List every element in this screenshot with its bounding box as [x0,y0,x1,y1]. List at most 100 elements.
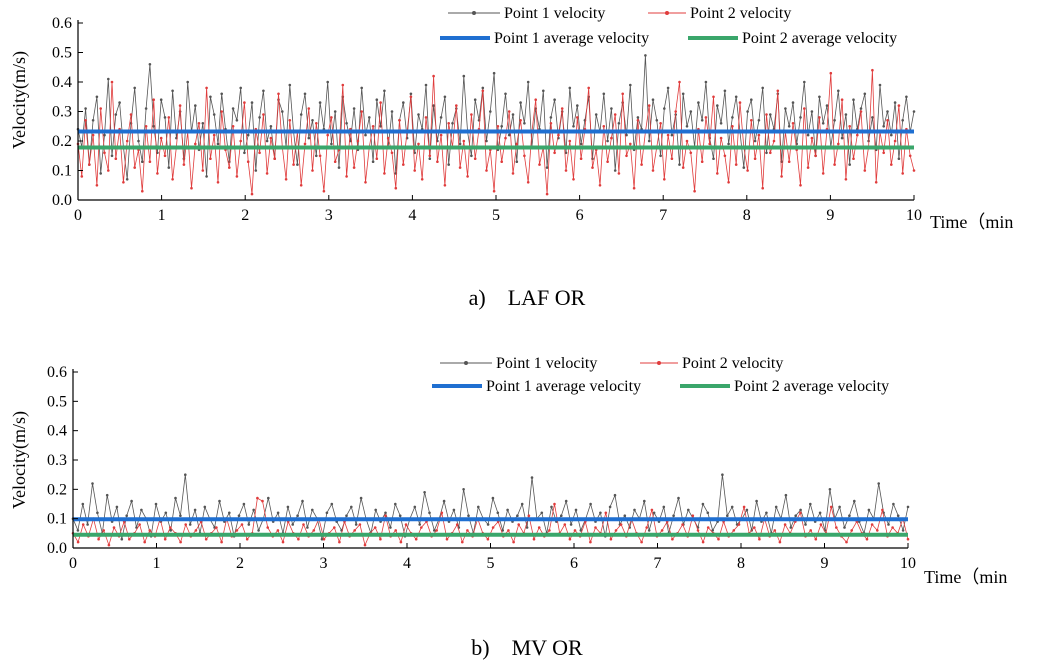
data-point [693,189,696,193]
data-point [462,488,465,491]
data-point [107,543,111,547]
data-point [143,540,146,544]
data-point [803,80,806,84]
data-point [201,169,205,172]
series-1-b [71,473,910,541]
data-point [769,151,772,155]
data-point [662,505,666,509]
data-point [245,537,249,541]
data-point [291,523,295,526]
series-line [77,55,915,180]
data-point [606,139,609,143]
data-point [341,83,345,87]
data-point [218,499,221,503]
x-tick-label: 2 [236,555,244,572]
data-point [122,181,125,184]
data-point [110,154,114,158]
data-point [428,157,432,160]
data-point [614,529,618,532]
data-point [442,499,446,503]
data-point [246,160,250,163]
data-point [286,505,290,509]
data-point [746,169,749,172]
data-point [247,523,251,526]
data-point [213,526,216,529]
data-point [663,107,666,110]
data-point [700,160,704,163]
data-point [141,160,144,163]
data-point [681,92,685,96]
data-point [681,523,684,526]
data-point [296,163,299,166]
data-point [120,537,124,541]
data-point [424,83,428,87]
data-point [204,537,208,541]
x-axis-label-b: Time（min [924,567,1007,587]
x-axis-label-a: Time（min [930,212,1013,232]
data-point [110,80,114,84]
data-point [726,514,729,517]
data-point [443,184,447,187]
legend-label: Point 1 average velocity [486,378,641,395]
data-point [212,113,216,116]
data-point [579,142,583,146]
data-point [144,125,148,128]
data-point [799,511,802,515]
data-point [432,74,435,78]
data-point [88,163,91,166]
data-point [491,496,495,500]
data-point [107,77,110,81]
x-tick-label: 7 [654,555,662,572]
data-point [773,529,777,532]
data-point [621,92,624,96]
data-point [371,125,375,128]
legend-label: Point 2 average velocity [734,378,889,395]
data-point [115,505,119,509]
data-point [250,101,254,104]
data-point [871,116,874,119]
data-point [553,151,556,155]
data-point [398,119,401,122]
data-point [778,540,782,544]
data-point [148,160,152,163]
data-point [360,110,364,113]
data-point [345,175,348,178]
data-point [753,139,757,143]
data-point [810,136,814,140]
data-point [288,119,292,122]
data-point [525,526,529,529]
data-point [118,101,121,104]
data-point [515,142,519,146]
data-point [806,133,810,137]
data-point [537,526,541,529]
data-point [886,119,889,122]
data-point [632,186,636,190]
data-point [821,122,825,125]
data-point [445,537,449,541]
data-point [545,166,549,169]
y-tick-label: 0.1 [52,163,72,180]
data-point [470,154,473,158]
data-point [188,523,192,526]
data-point [485,139,488,143]
data-point [892,502,895,506]
data-point [417,113,420,116]
data-point [613,169,617,172]
data-point [345,122,348,125]
data-point [727,142,730,146]
data-point [354,523,358,526]
data-point [333,526,336,529]
chart-panel-laf-or: 0.0 0.1 0.2 0.3 0.4 0.5 0.6 0 1 2 3 4 5 6 7 8 9 10 Point … [9,5,1013,310]
data-point [318,154,322,158]
data-point [276,511,280,515]
data-point [307,136,311,140]
data-point [706,511,710,515]
data-point [685,125,689,128]
data-point [564,169,568,172]
data-point [818,95,821,99]
data-point [897,104,901,107]
y-tick-label: 0.0 [47,540,67,557]
data-point [394,502,397,506]
data-point [423,491,426,494]
data-point [526,181,530,184]
